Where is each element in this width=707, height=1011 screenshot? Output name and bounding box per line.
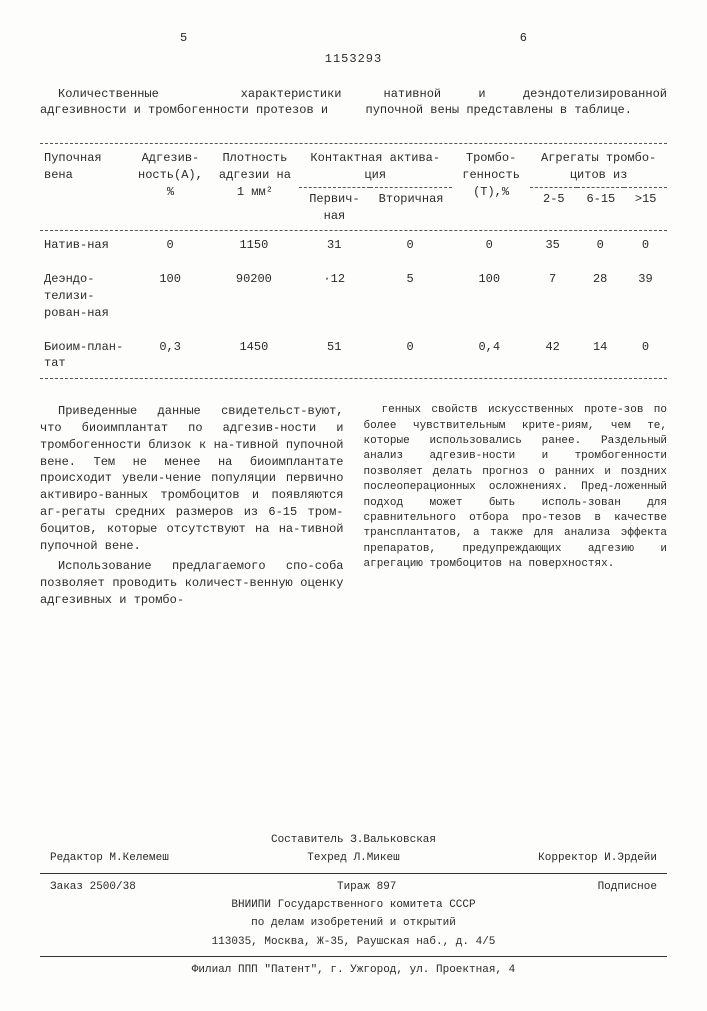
data-table: Пупочная вена Адгезив-ность(А), % Плотно… [40, 143, 667, 379]
footer-corrector: Корректор И.Эрдейи [538, 851, 657, 866]
table-cell: 1150 [210, 234, 298, 257]
table-cell: 35 [529, 234, 577, 257]
footer: Составитель З.Вальковская Редактор М.Кел… [40, 833, 667, 979]
footer-editors: Редактор М.Келемеш Техред Л.Микеш Коррек… [40, 851, 667, 866]
footer-compiler: Составитель З.Вальковская [40, 833, 667, 848]
intro-left: Количественные характеристики адгезивнос… [40, 86, 342, 120]
col-2-5: 2-5 [530, 187, 577, 227]
body-right-p1: генных свойств искусственных проте-зов п… [364, 403, 668, 572]
footer-org2: по делам изобретений и открытий [40, 916, 667, 931]
table-cell: 100 [131, 257, 210, 324]
col-contact: Контактная актива-ция [299, 147, 452, 187]
col-gt15: >15 [624, 187, 667, 227]
body-left-p1: Приведенные данные свидетельст-вуют, что… [40, 403, 344, 554]
table-cell: ·12 [298, 257, 370, 324]
col-adhesion: Адгезив-ность(А), % [130, 147, 212, 227]
col-thrombo: Тромбо-генность (Т),% [452, 147, 530, 227]
table-cell: 1450 [210, 325, 298, 376]
table-cell: 0 [370, 325, 449, 376]
col-aggregates: Агрегаты тромбо-цитов из [530, 147, 667, 187]
col-secondary: Вторичная [370, 187, 452, 227]
table-cell: 0 [576, 234, 624, 257]
body-left-p2: Использование предлагаемого спо-соба поз… [40, 558, 344, 608]
col-6-15: 6-15 [577, 187, 624, 227]
footer-editor: Редактор М.Келемеш [50, 851, 169, 866]
table-cell: 0 [624, 234, 667, 257]
footer-zakaz: Заказ 2500/38 [50, 880, 136, 895]
body-left: Приведенные данные свидетельст-вуют, что… [40, 403, 344, 613]
page-num-left: 5 [180, 30, 187, 47]
col-vein: Пупочная вена [40, 147, 130, 227]
page-numbers: 5 6 [40, 30, 667, 47]
table-cell: 31 [298, 234, 370, 257]
table-row: Биоим-план-тат0,314505100,442140 [40, 325, 667, 376]
document-number: 1153293 [40, 51, 667, 68]
table-cell: 100 [450, 257, 529, 324]
table-cell: Биоим-план-тат [40, 325, 131, 376]
table-cell: 0 [624, 325, 667, 376]
table-cell: 14 [576, 325, 624, 376]
footer-filial: Филиал ППП "Патент", г. Ужгород, ул. Про… [40, 963, 667, 978]
table-cell: 0 [370, 234, 449, 257]
table-cell: 0 [131, 234, 210, 257]
table-cell: 28 [576, 257, 624, 324]
body-text: Приведенные данные свидетельст-вуют, что… [40, 403, 667, 613]
table-cell: Натив-ная [40, 234, 131, 257]
table-cell: 39 [624, 257, 667, 324]
intro-row: Количественные характеристики адгезивнос… [40, 86, 667, 120]
table-cell: 0,4 [450, 325, 529, 376]
table-cell: 0 [450, 234, 529, 257]
footer-order: Заказ 2500/38 Тираж 897 Подписное [40, 880, 667, 895]
col-primary: Первич-ная [299, 187, 371, 227]
intro-right: нативной и деэндотелизированной пупочной… [366, 86, 668, 120]
body-right: генных свойств искусственных проте-зов п… [364, 403, 668, 613]
table-row: Деэндо-телизи-рован-ная10090200·12510072… [40, 257, 667, 324]
table-cell: 7 [529, 257, 577, 324]
col-density: Плотность адгезии на 1 мм² [211, 147, 298, 227]
page-num-right: 6 [520, 30, 527, 47]
footer-tiraj: Тираж 897 [337, 880, 396, 895]
table-cell: 0,3 [131, 325, 210, 376]
table-row: Натив-ная0115031003500 [40, 234, 667, 257]
table-cell: 51 [298, 325, 370, 376]
footer-tech: Техред Л.Микеш [307, 851, 399, 866]
table-cell: 5 [370, 257, 449, 324]
table-cell: 42 [529, 325, 577, 376]
footer-org1: ВНИИПИ Государственного комитета СССР [40, 898, 667, 913]
table-cell: 90200 [210, 257, 298, 324]
footer-sub: Подписное [598, 880, 657, 895]
footer-addr1: 113035, Москва, Ж-35, Раушская наб., д. … [40, 935, 667, 950]
table-cell: Деэндо-телизи-рован-ная [40, 257, 131, 324]
